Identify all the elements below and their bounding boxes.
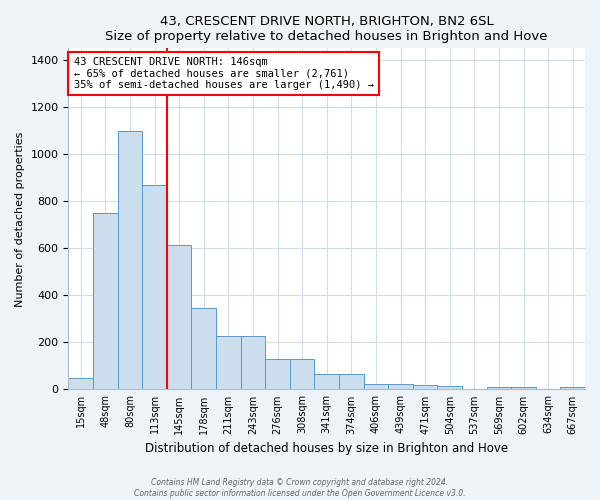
Bar [560, 387, 585, 390]
Bar [93, 213, 118, 390]
Bar [511, 387, 536, 390]
Text: 43 CRESCENT DRIVE NORTH: 146sqm
← 65% of detached houses are smaller (2,761)
35%: 43 CRESCENT DRIVE NORTH: 146sqm ← 65% of… [74, 57, 374, 90]
Bar [339, 374, 364, 390]
Bar [118, 130, 142, 390]
Bar [167, 245, 191, 390]
Bar [265, 359, 290, 390]
X-axis label: Distribution of detached houses by size in Brighton and Hove: Distribution of detached houses by size … [145, 442, 508, 455]
Bar [241, 336, 265, 390]
Bar [388, 384, 413, 390]
Bar [142, 185, 167, 390]
Text: Contains HM Land Registry data © Crown copyright and database right 2024.
Contai: Contains HM Land Registry data © Crown c… [134, 478, 466, 498]
Bar [314, 374, 339, 390]
Bar [487, 387, 511, 390]
Bar [216, 336, 241, 390]
Bar [364, 384, 388, 390]
Bar [413, 385, 437, 390]
Bar [191, 308, 216, 390]
Bar [437, 386, 462, 390]
Bar [68, 378, 93, 390]
Y-axis label: Number of detached properties: Number of detached properties [15, 131, 25, 306]
Title: 43, CRESCENT DRIVE NORTH, BRIGHTON, BN2 6SL
Size of property relative to detache: 43, CRESCENT DRIVE NORTH, BRIGHTON, BN2 … [106, 15, 548, 43]
Bar [290, 359, 314, 390]
